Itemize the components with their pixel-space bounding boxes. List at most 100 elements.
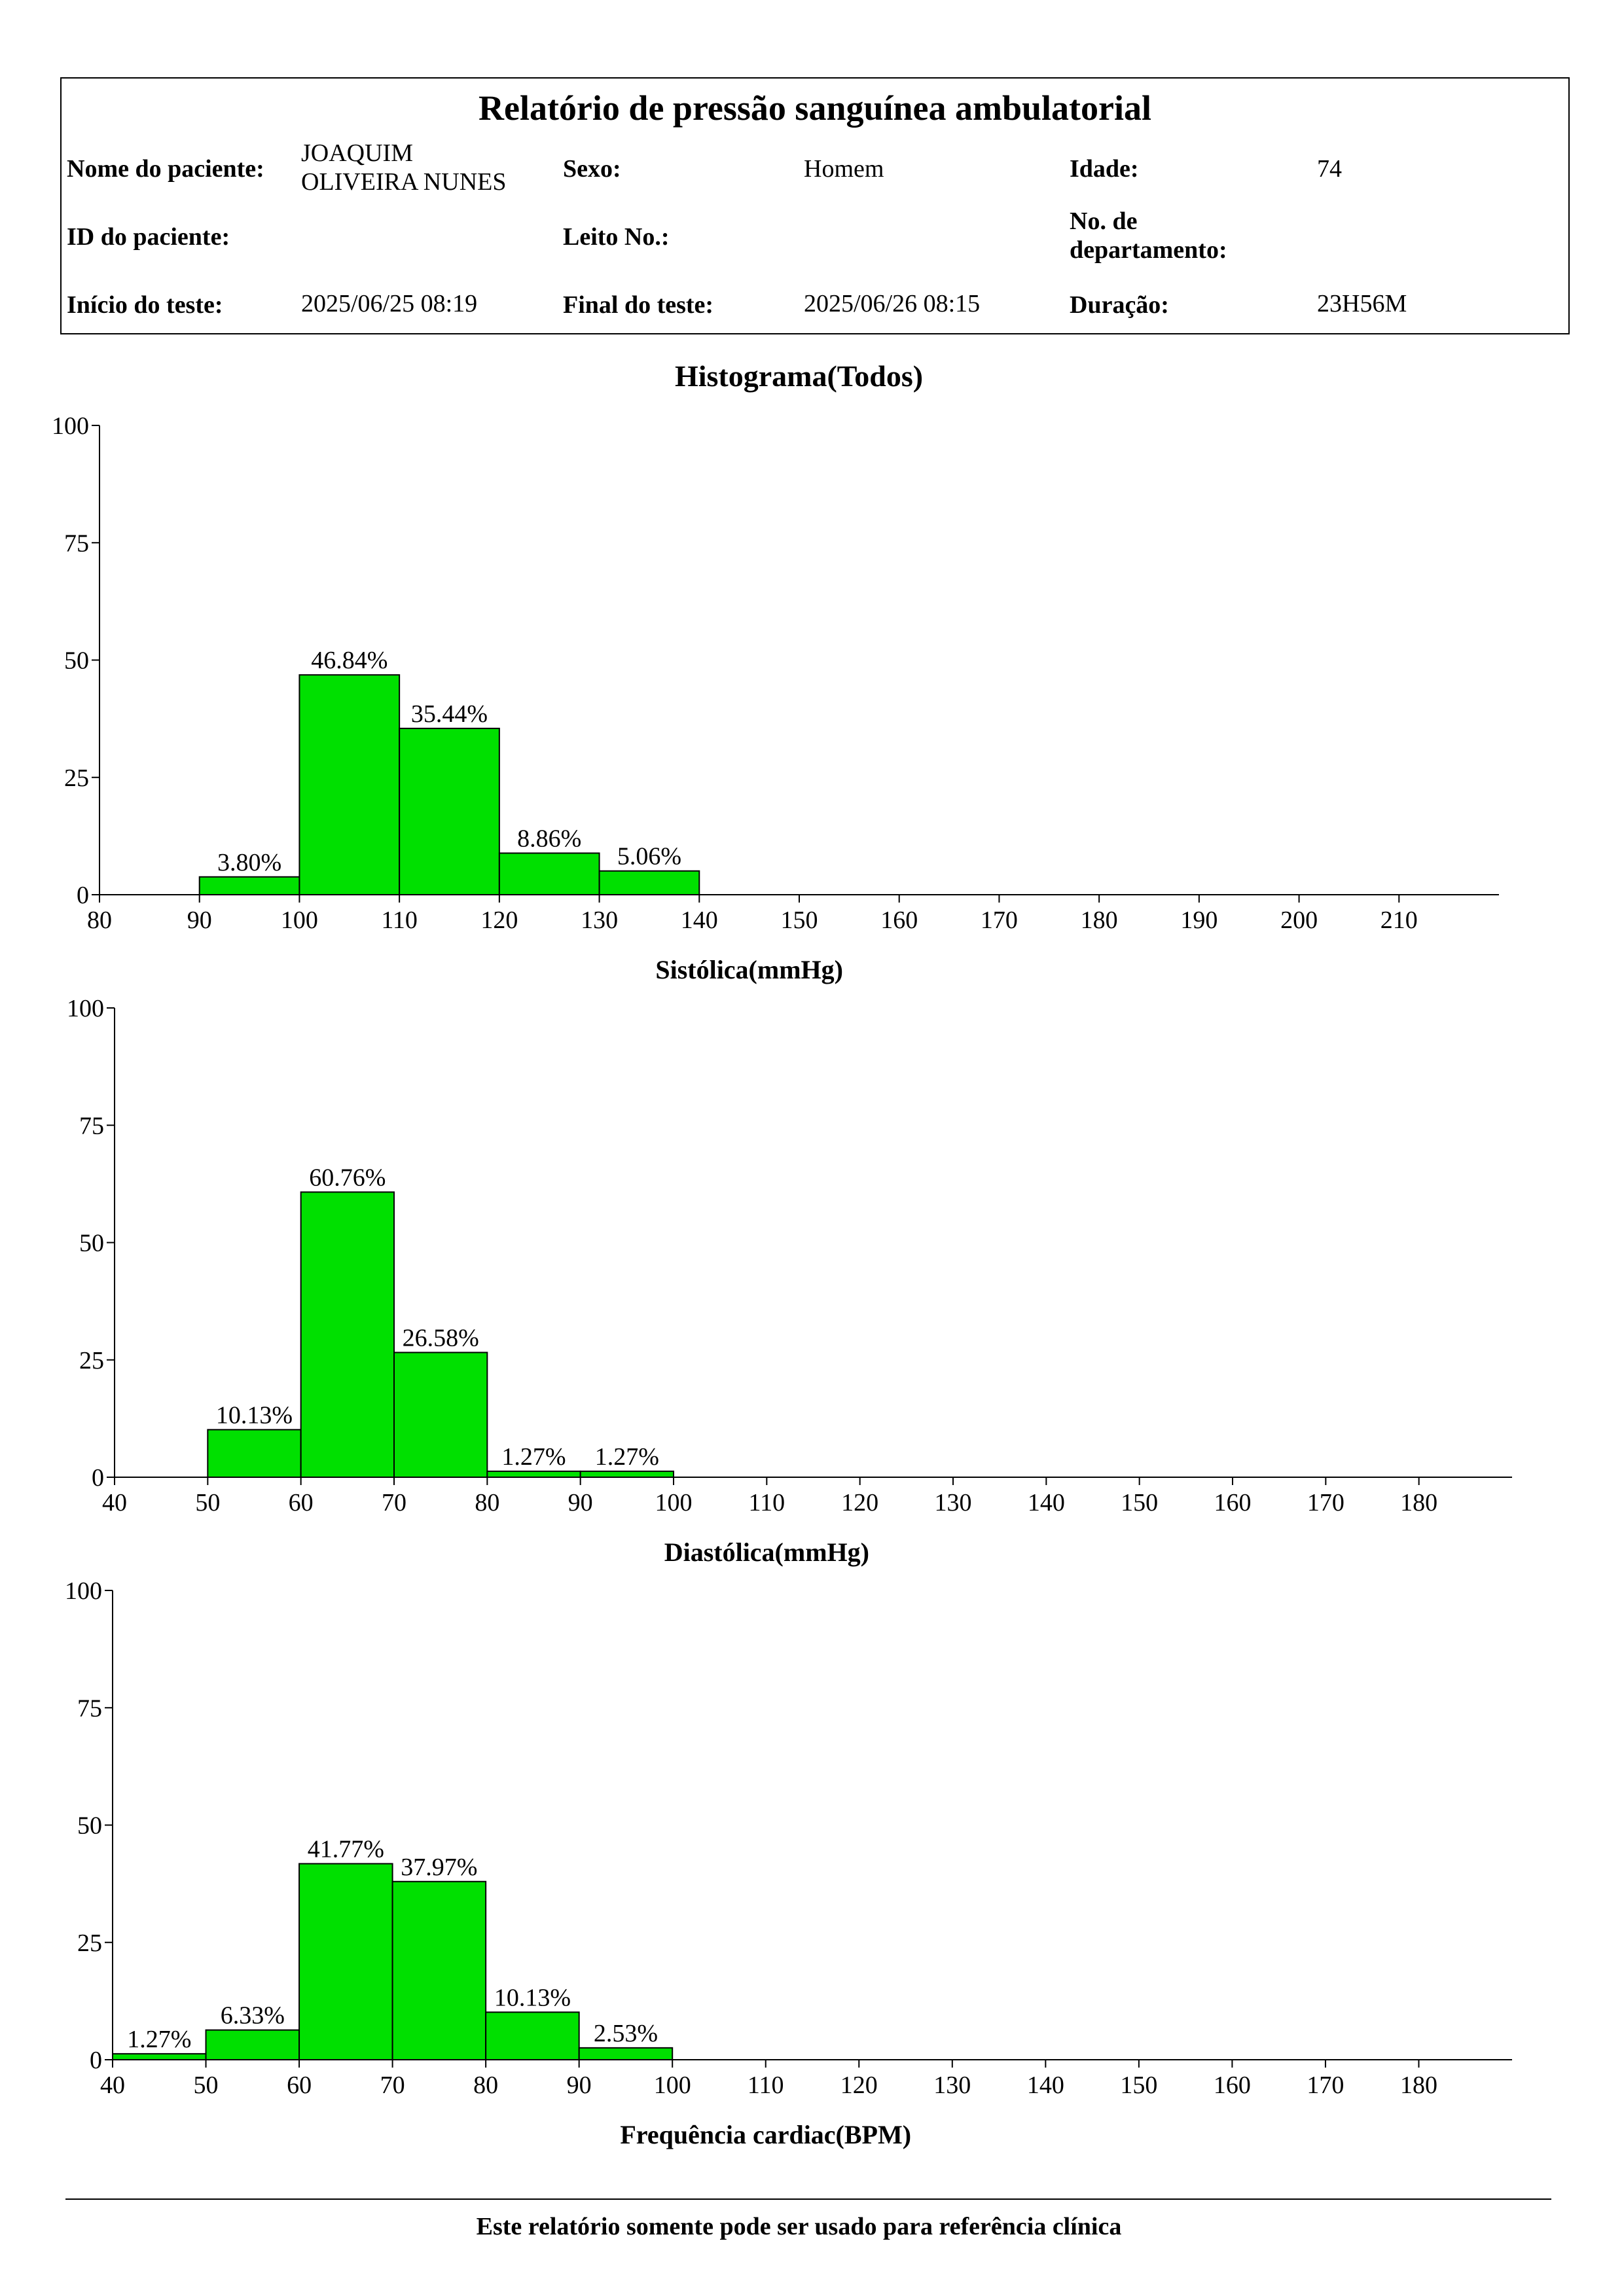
diastolic-x-tick-label: 60: [289, 1489, 314, 1516]
heart-rate-x-tick-label: 160: [1214, 2072, 1251, 2099]
systolic-x-axis-title: Sistólica(mmHg): [655, 955, 843, 984]
systolic-y-tick-label: 50: [64, 647, 89, 675]
heart-rate-bar-label: 2.53%: [594, 2020, 658, 2047]
heart-rate-x-tick-label: 90: [567, 2072, 592, 2099]
heart-rate-histogram: 0 25 50 75 100 40 50 60 70 80 90 100 110 120 130 140 150…: [65, 1577, 1512, 2149]
age-label: Idade:: [1070, 155, 1139, 183]
heart-rate-bar-label: 41.77%: [308, 1836, 384, 1863]
patient-id-label: ID do paciente:: [67, 223, 230, 251]
test-end-label: Final do teste:: [563, 291, 714, 319]
diastolic-bar: [486, 1470, 581, 1479]
heart-rate-y-tick-label: 100: [65, 1577, 102, 1605]
heart-rate-x-tick-label: 40: [100, 2072, 125, 2099]
systolic-x-tick-label: 190: [1180, 906, 1218, 934]
systolic-x-tick-label: 170: [981, 906, 1018, 934]
diastolic-x-tick-label: 40: [102, 1489, 127, 1516]
systolic-bar: [198, 876, 300, 896]
heart-rate-x-tick-label: 180: [1400, 2072, 1437, 2099]
diastolic-y-tick-label: 25: [79, 1347, 104, 1374]
test-start-label: Início do teste:: [67, 291, 223, 319]
diastolic-bar-label: 1.27%: [501, 1443, 566, 1471]
systolic-x-tick-label: 140: [681, 906, 718, 934]
heart-rate-y-tick-label: 25: [77, 1929, 102, 1957]
systolic-x-tick-label: 200: [1280, 906, 1318, 934]
systolic-bar-label: 3.80%: [217, 849, 281, 876]
diastolic-bar-label: 26.58%: [403, 1324, 479, 1352]
diastolic-x-tick-label: 170: [1307, 1489, 1344, 1516]
department-label: No. de departamento:: [1070, 207, 1227, 264]
heart-rate-bar: [578, 2047, 674, 2061]
systolic-bar-label: 35.44%: [411, 700, 488, 728]
systolic-x-tick-label: 120: [480, 906, 518, 934]
systolic-x-tick-label: 130: [581, 906, 618, 934]
heart-rate-bar-label: 10.13%: [494, 1984, 571, 2011]
diastolic-y-tick-label: 100: [67, 995, 104, 1022]
heart-rate-y-tick-label: 75: [77, 1695, 102, 1722]
systolic-y-tick-label: 25: [64, 764, 89, 792]
footer-note: Este relatório somente pode ser usado pa…: [476, 2213, 1122, 2240]
heart-rate-x-tick-label: 100: [654, 2072, 691, 2099]
systolic-bar-label: 8.86%: [517, 825, 581, 852]
age-value: 74: [1317, 155, 1342, 183]
heart-rate-x-tick-label: 150: [1120, 2072, 1157, 2099]
systolic-bar-label: 5.06%: [617, 843, 681, 870]
systolic-x-tick-label: 160: [880, 906, 918, 934]
patient-name-label: Nome do paciente:: [67, 155, 264, 183]
diastolic-x-tick-label: 50: [195, 1489, 220, 1516]
diastolic-bar: [579, 1470, 675, 1479]
diastolic-bar: [207, 1429, 302, 1479]
diastolic-x-tick-label: 130: [935, 1489, 972, 1516]
test-end-value: 2025/06/26 08:15: [804, 290, 981, 317]
systolic-x-tick-label: 90: [187, 906, 212, 934]
systolic-bar: [298, 674, 401, 895]
diastolic-x-tick-label: 90: [568, 1489, 593, 1516]
duration-value: 23H56M: [1317, 290, 1407, 317]
diastolic-x-tick-label: 180: [1400, 1489, 1437, 1516]
systolic-x-tick-label: 180: [1081, 906, 1118, 934]
heart-rate-bar-label: 1.27%: [127, 2026, 191, 2053]
heart-rate-bar: [205, 2029, 300, 2060]
heart-rate-x-tick-label: 140: [1027, 2072, 1064, 2099]
report-title: Relatório de pressão sanguínea ambulator…: [478, 88, 1152, 128]
diastolic-y-tick-label: 0: [92, 1464, 104, 1492]
systolic-bar: [598, 870, 700, 895]
heart-rate-x-tick-label: 80: [473, 2072, 498, 2099]
heart-rate-x-tick-label: 110: [748, 2072, 784, 2099]
sex-value: Homem: [804, 155, 884, 183]
heart-rate-y-tick-label: 50: [77, 1812, 102, 1840]
duration-label: Duração:: [1070, 291, 1169, 319]
diastolic-x-tick-label: 70: [382, 1489, 406, 1516]
systolic-bar: [399, 727, 500, 895]
diastolic-x-tick-label: 160: [1214, 1489, 1252, 1516]
diastolic-x-tick-label: 150: [1121, 1489, 1158, 1516]
diastolic-bar-label: 60.76%: [309, 1164, 386, 1191]
systolic-x-tick-label: 100: [281, 906, 318, 934]
systolic-y-tick-label: 75: [64, 529, 89, 557]
diastolic-y-tick-label: 75: [79, 1112, 104, 1139]
diastolic-x-axis-title: Diastólica(mmHg): [664, 1537, 869, 1567]
diastolic-bar: [393, 1352, 488, 1478]
diastolic-bar-label: 1.27%: [595, 1443, 659, 1471]
heart-rate-bar: [485, 2011, 580, 2061]
diastolic-x-tick-label: 100: [655, 1489, 693, 1516]
heart-rate-x-tick-label: 170: [1307, 2072, 1344, 2099]
diastolic-x-tick-label: 120: [841, 1489, 878, 1516]
heart-rate-bar: [391, 1880, 487, 2060]
systolic-bar-label: 46.84%: [311, 647, 388, 674]
diastolic-x-tick-label: 140: [1028, 1489, 1065, 1516]
diastolic-bar: [300, 1191, 395, 1478]
diastolic-x-tick-label: 110: [749, 1489, 785, 1516]
footer-divider: [65, 2198, 1551, 2200]
systolic-x-tick-label: 110: [381, 906, 418, 934]
diastolic-x-tick-label: 80: [475, 1489, 499, 1516]
diastolic-histogram: 0 25 50 75 100 40 50 60 70 80 90 100 110 120 130 140 150…: [67, 995, 1512, 1567]
systolic-x-tick-label: 150: [781, 906, 818, 934]
test-start-value: 2025/06/25 08:19: [301, 290, 478, 317]
systolic-y-tick-label: 0: [77, 882, 89, 909]
heart-rate-y-tick-label: 0: [90, 2047, 102, 2074]
systolic-histogram: 0 25 50 75 100 80 90 100 110 120 130 140 150 160 170 18…: [52, 412, 1499, 984]
heart-rate-bar: [112, 2053, 207, 2061]
patient-name-value: JOAQUIM OLIVEIRA NUNES: [301, 139, 507, 196]
bed-label: Leito No.:: [563, 223, 670, 251]
heart-rate-bar-label: 6.33%: [221, 2002, 285, 2030]
